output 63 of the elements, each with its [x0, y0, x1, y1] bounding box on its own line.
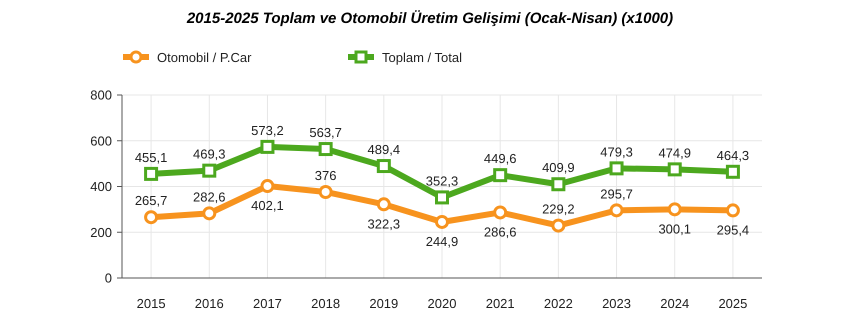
point — [726, 203, 740, 218]
data-label: 282,6 — [193, 189, 226, 204]
data-label: 464,3 — [716, 148, 750, 163]
data-label: 563,7 — [309, 125, 342, 140]
x-tick-label: 2017 — [252, 296, 282, 311]
data-label: 300,1 — [658, 221, 691, 236]
point — [435, 190, 449, 204]
legend-label: Toplam / Total — [382, 50, 462, 65]
data-label: 244,9 — [426, 234, 458, 249]
data-label: 449,6 — [484, 151, 516, 166]
data-label: 352,3 — [426, 173, 458, 188]
point — [435, 214, 449, 229]
x-tick-label: 2020 — [428, 296, 456, 311]
x-tick-label: 2021 — [486, 296, 515, 311]
y-tick-label: 0 — [104, 270, 112, 286]
data-label: 376 — [314, 168, 336, 183]
x-tick-label: 2023 — [602, 296, 632, 311]
point — [260, 140, 274, 154]
data-label: 469,3 — [193, 146, 226, 162]
data-label: 479,3 — [600, 144, 633, 160]
data-label: 489,4 — [368, 142, 400, 158]
data-label: 286,6 — [484, 224, 516, 240]
data-label: 322,3 — [368, 216, 400, 232]
point — [202, 206, 216, 220]
data-label: 455,1 — [134, 150, 168, 165]
y-tick-label: 400 — [90, 179, 112, 194]
point — [668, 162, 682, 176]
chart-title: 2015-2025 Toplam ve Otomobil Üretim Gelişimi (Ocak-Nisan) (x1000) — [186, 10, 674, 27]
point — [493, 205, 508, 220]
point — [551, 177, 566, 192]
point — [493, 168, 508, 182]
x-tick-label: 2022 — [544, 296, 573, 311]
point — [551, 218, 566, 233]
y-tick-label: 800 — [90, 88, 112, 102]
x-tick-label: 2018 — [311, 296, 340, 311]
data-label: 402,1 — [251, 198, 284, 214]
data-label: 265,7 — [134, 193, 168, 208]
point — [144, 210, 158, 224]
point — [376, 159, 391, 174]
point — [260, 179, 274, 194]
data-label: 295,7 — [600, 186, 633, 202]
x-tick-label: 2015 — [136, 296, 166, 311]
point — [202, 164, 216, 178]
x-tick-label: 2019 — [369, 296, 398, 311]
data-label: 229,2 — [542, 202, 575, 217]
point — [318, 142, 333, 156]
x-tick-label: 2024 — [660, 296, 690, 311]
point — [668, 202, 682, 216]
y-tick-label: 200 — [90, 224, 112, 240]
data-label: 409,9 — [542, 160, 575, 176]
y-tick-label: 600 — [90, 133, 112, 148]
point — [610, 161, 624, 176]
legend-label: Otomobil / P.Car — [157, 50, 252, 65]
data-label: 474,9 — [658, 145, 691, 160]
x-tick-label: 2025 — [718, 296, 748, 311]
data-label: 295,4 — [716, 222, 750, 238]
x-tick-label: 2016 — [194, 296, 224, 311]
point — [726, 164, 740, 179]
point — [144, 166, 158, 181]
point — [376, 197, 391, 212]
point — [610, 203, 624, 218]
data-label: 573,2 — [251, 122, 284, 138]
point — [318, 184, 333, 199]
